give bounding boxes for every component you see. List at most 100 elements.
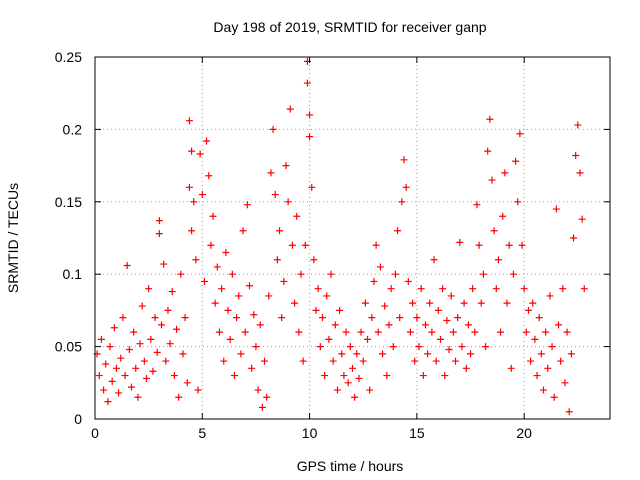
data-point	[336, 306, 344, 314]
data-point	[567, 350, 575, 358]
data-point	[209, 212, 217, 220]
data-point	[552, 205, 560, 213]
chart-title: Day 198 of 2019, SRMTID for receiver gan…	[213, 19, 486, 35]
data-point	[482, 343, 490, 351]
data-point	[153, 348, 161, 356]
data-point	[484, 147, 492, 155]
data-point	[203, 137, 211, 145]
data-point	[555, 321, 562, 329]
data-point	[190, 198, 198, 206]
data-point	[387, 285, 395, 293]
data-point	[529, 299, 537, 307]
data-point	[185, 183, 193, 191]
data-point	[368, 314, 376, 322]
data-point	[548, 343, 556, 351]
data-point	[237, 350, 245, 358]
data-point	[160, 260, 168, 268]
data-point	[576, 169, 584, 177]
data-point	[441, 372, 449, 380]
data-point	[226, 335, 234, 343]
data-point	[104, 398, 112, 406]
data-point	[222, 248, 230, 256]
data-point	[95, 372, 103, 380]
data-point	[471, 328, 479, 336]
data-point	[351, 393, 359, 401]
data-point	[486, 115, 494, 123]
data-point	[280, 277, 288, 285]
data-point	[439, 285, 447, 293]
data-point	[173, 325, 181, 333]
data-point	[140, 357, 148, 365]
data-point	[256, 321, 264, 329]
data-point	[145, 285, 153, 293]
data-point	[301, 241, 309, 249]
data-point	[434, 306, 442, 314]
data-point	[421, 321, 429, 329]
data-point	[115, 389, 123, 397]
y-tick-label: 0	[74, 411, 82, 427]
data-point	[261, 357, 269, 365]
data-point	[110, 324, 118, 332]
x-tick-label: 0	[91, 425, 99, 441]
data-point	[565, 408, 573, 416]
data-point	[404, 277, 412, 285]
data-point	[252, 343, 260, 351]
data-point	[286, 105, 294, 113]
data-point	[505, 241, 513, 249]
data-point	[516, 130, 524, 138]
data-point	[282, 162, 290, 170]
data-point	[415, 343, 423, 351]
data-point	[310, 256, 318, 264]
data-point	[524, 306, 532, 314]
data-point	[361, 299, 369, 307]
plot-frame	[94, 56, 611, 420]
data-point	[436, 335, 444, 343]
data-point	[488, 176, 496, 184]
data-point	[267, 169, 275, 177]
data-point	[318, 314, 326, 322]
data-point	[220, 357, 228, 365]
data-point	[312, 306, 320, 314]
data-point	[316, 343, 324, 351]
data-point	[295, 328, 303, 336]
data-point	[151, 314, 159, 322]
data-point	[563, 328, 571, 336]
data-point	[308, 183, 316, 191]
data-point	[239, 227, 247, 235]
data-point	[333, 386, 341, 394]
data-point	[539, 386, 547, 394]
data-point	[580, 285, 588, 293]
data-point	[342, 328, 350, 336]
data-point	[291, 299, 299, 307]
data-point	[546, 292, 554, 300]
data-point	[188, 227, 196, 235]
data-point	[158, 321, 166, 329]
y-tick-label: 0.1	[63, 266, 83, 282]
data-point	[537, 350, 545, 358]
data-point	[205, 172, 213, 180]
data-point	[364, 335, 372, 343]
data-point	[467, 350, 475, 358]
data-point	[258, 403, 266, 411]
data-point	[218, 285, 226, 293]
data-point	[479, 270, 487, 278]
data-point	[166, 340, 174, 348]
data-point	[100, 386, 108, 394]
data-point	[424, 350, 432, 358]
data-point	[185, 117, 193, 125]
data-point	[117, 354, 125, 362]
data-point	[514, 198, 522, 206]
data-point	[374, 328, 382, 336]
data-point	[426, 299, 434, 307]
data-point	[509, 270, 517, 278]
data-point	[314, 285, 322, 293]
data-point	[396, 314, 404, 322]
data-point	[394, 227, 402, 235]
data-point	[477, 299, 485, 307]
data-point	[207, 241, 215, 249]
data-point	[276, 227, 284, 235]
data-point	[355, 374, 363, 382]
data-point	[147, 335, 155, 343]
data-point	[297, 270, 305, 278]
data-point	[456, 238, 464, 246]
